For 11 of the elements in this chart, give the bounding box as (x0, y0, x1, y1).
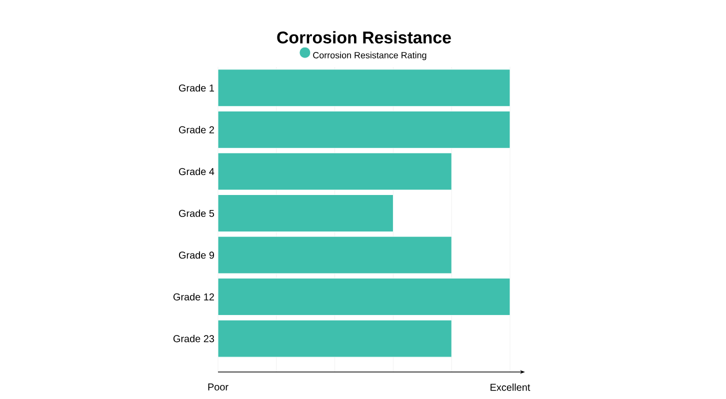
text: Excellent (490, 384, 530, 391)
y-tick-label: Grade 23 (173, 334, 214, 342)
y-tick-label: Grade 9 (178, 251, 214, 259)
y-tick-label: Grade 4 (178, 168, 214, 176)
y-tick-label: Grade 12 (173, 293, 214, 300)
text: Poor (208, 384, 228, 390)
y-tick-label: Grade 2 (178, 126, 214, 134)
y-tick-label: Grade 5 (178, 210, 214, 217)
legend-label: Corrosion Resistance Rating (313, 52, 426, 60)
chart-title: Corrosion Resistance (277, 31, 451, 44)
y-tick-label: Grade 1 (178, 84, 214, 92)
